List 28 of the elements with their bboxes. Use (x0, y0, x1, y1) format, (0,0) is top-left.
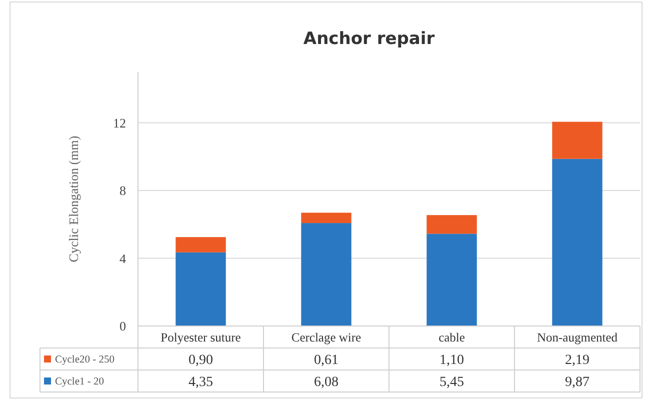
x-tick-label: cable (438, 330, 466, 344)
data-label: 0,61 (314, 352, 338, 368)
legend-label: Cycle1 - 20 (55, 376, 104, 388)
bar (176, 252, 226, 326)
bar (301, 223, 352, 326)
x-tick-label: Non-augmented (536, 330, 618, 344)
bar (552, 158, 602, 326)
data-label: 4,35 (188, 374, 213, 390)
data-label: 1,10 (440, 352, 464, 368)
y-axis-title: Cyclic Elongation (mm) (66, 136, 81, 262)
y-tick-label: 8 (120, 183, 126, 198)
x-tick-label: Cerclage wire (291, 330, 362, 344)
legend-label: Cycle20 - 250 (55, 354, 114, 366)
y-tick-label: 12 (113, 115, 126, 130)
y-tick-label: 0 (120, 318, 126, 334)
x-tick-label: Polyester suture (160, 330, 242, 344)
data-label: 9,87 (565, 374, 590, 390)
data-label: 5,45 (440, 374, 464, 390)
data-label: 2,19 (565, 352, 590, 368)
data-label: 6,08 (314, 374, 338, 390)
bar (426, 234, 477, 326)
y-tick-label: 4 (120, 250, 126, 266)
bar (426, 215, 477, 234)
chart-title: Anchor repair (303, 29, 436, 49)
bar (176, 237, 226, 252)
bar (552, 122, 602, 159)
data-label: 0,90 (188, 352, 213, 368)
bar (301, 212, 352, 224)
